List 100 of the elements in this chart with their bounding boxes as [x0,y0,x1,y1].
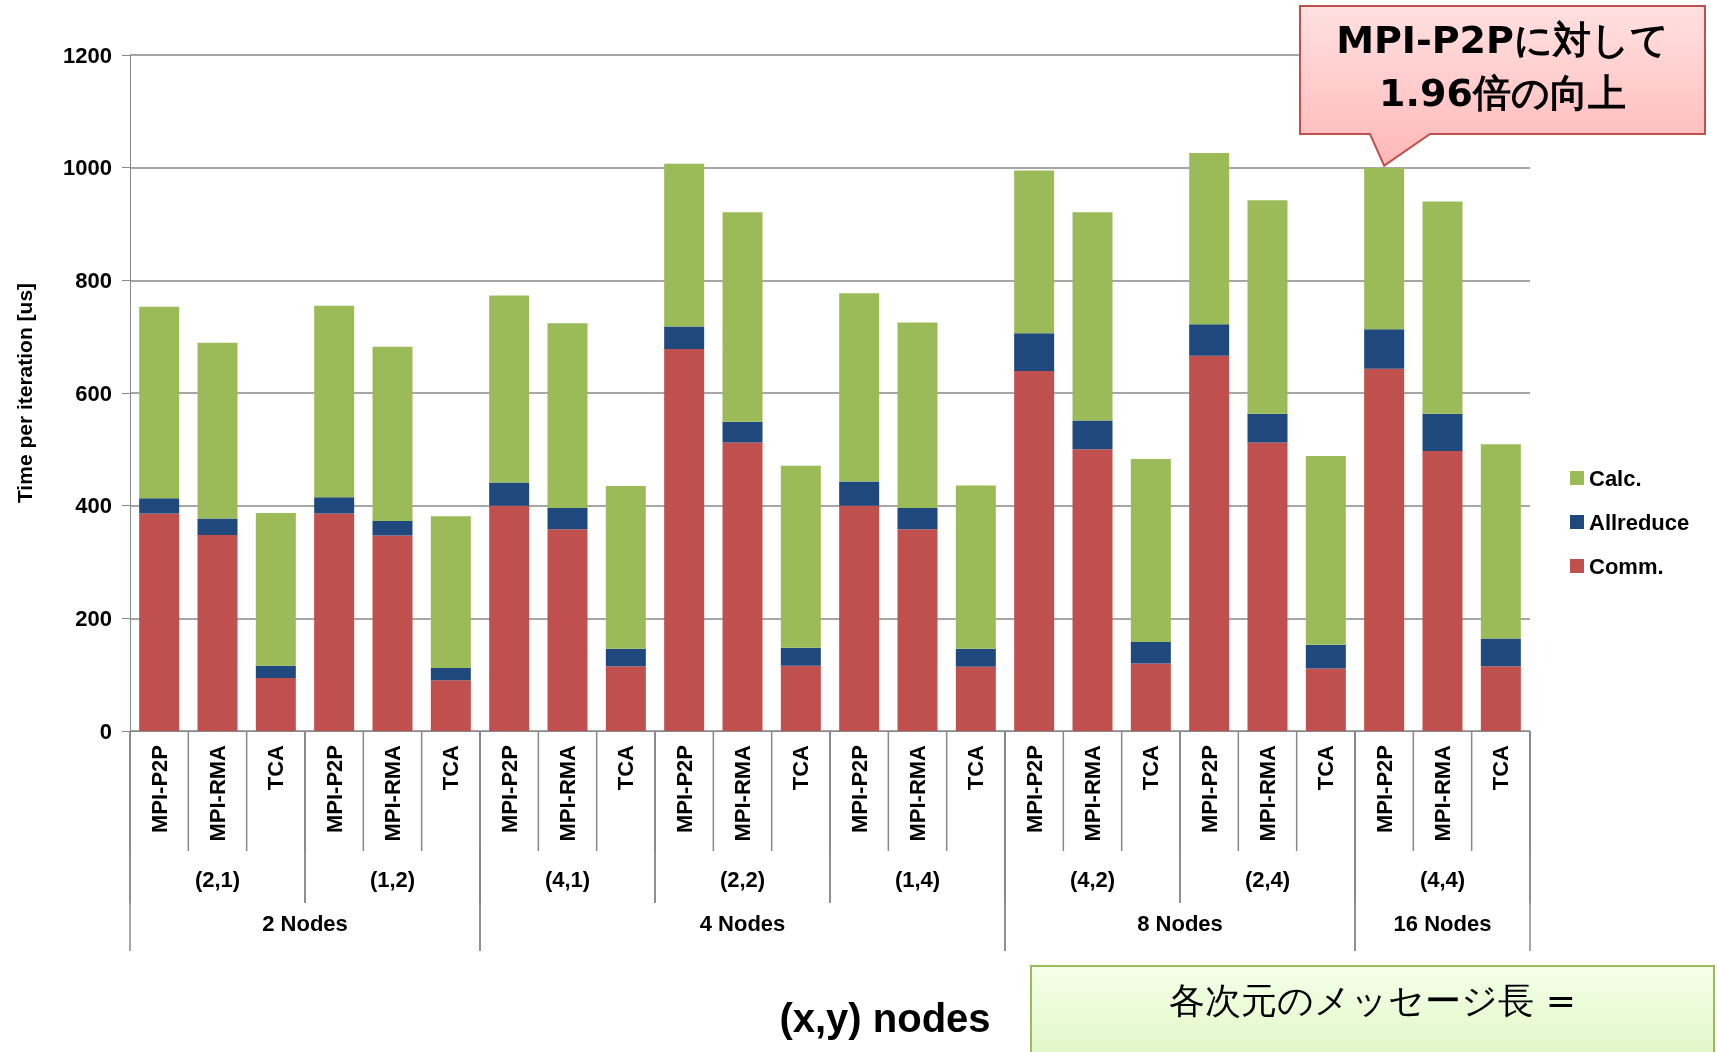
bar [255,512,296,666]
bar [1305,456,1346,645]
bar [372,520,413,536]
x-tick-label: MPI-RMA [1430,744,1455,842]
text: 8 Nodes [1137,910,1223,936]
text: 16 Nodes [1393,910,1492,936]
text: (1,2) [369,866,416,892]
bar [839,481,880,506]
bar [372,346,413,521]
x-tick-label: TCA [1138,744,1164,791]
x-tick-label: MPI-P2P [496,745,522,834]
x-tick-label: MPI-P2P [1021,745,1047,834]
bar [722,421,763,443]
text: (2,2) [719,866,766,892]
bar [1189,153,1230,325]
y-tick-label: 800 [75,267,112,293]
bar [314,305,355,498]
bar [780,665,821,731]
bar [139,513,180,731]
bar [1072,420,1113,450]
legend-label: Comm. [1589,553,1664,579]
bar [547,507,588,530]
x-tick-label: MPI-P2P [1196,745,1222,834]
y-tick-label: 1000 [63,155,112,181]
bar [197,534,238,731]
bar [722,212,763,422]
bar [1014,170,1055,334]
bar [1364,329,1405,369]
text: 4 Nodes [699,910,786,936]
bar [1305,668,1346,731]
bar [897,507,938,530]
x-tick-label: MPI-RMA [1255,744,1280,842]
bar [605,485,646,649]
legend-label: Allreduce [1589,509,1690,535]
text: 各次元のメッセージ長 = [1030,965,1715,1052]
x-tick-label: MPI-P2P [321,745,347,834]
bar [1072,449,1113,731]
bar [1422,451,1463,731]
bar [430,680,471,731]
bar [1305,644,1346,669]
x-axis-title: (x,y) nodes [778,996,992,1041]
bar [489,505,530,731]
text: (2,1) [194,866,241,892]
legend-label: Calc. [1589,465,1642,491]
x-tick-label: MPI-P2P [146,745,172,834]
bar [255,665,296,679]
bar [255,678,296,731]
x-tick-label: TCA [438,744,464,791]
x-tick-label: TCA [963,744,989,791]
bar [139,306,180,499]
bar [839,293,880,482]
x-tick-label: MPI-P2P [671,745,697,834]
bar [780,647,821,666]
text: (1,4) [894,866,941,892]
bar [489,295,530,483]
bar [197,342,238,519]
bar [1130,458,1171,642]
text: 2 Nodes [262,910,348,936]
bar [314,497,355,514]
x-tick-label: MPI-RMA [1080,744,1105,842]
bar [897,322,938,508]
bar [664,163,705,327]
bar [547,529,588,731]
annotation: MPI-P2Pに対して1.96倍の向上 [1335,17,1670,118]
bar [1247,200,1288,414]
bar [1014,333,1055,372]
y-axis-title: Time per iteration [us] [13,282,36,504]
bar [1480,666,1521,731]
x-tick-label: MPI-RMA [730,744,755,842]
x-tick-label: TCA [1313,744,1339,791]
bar [897,529,938,731]
bar [1014,371,1055,731]
bar [605,648,646,667]
bar [1130,641,1171,664]
bar [197,518,238,535]
bar [722,442,763,731]
bar [780,465,821,648]
bar [1130,663,1171,731]
bar [1480,444,1521,639]
bar [547,323,588,508]
x-tick-label: TCA [263,744,289,791]
bar [839,505,880,731]
bar [664,349,705,731]
y-tick-label: 1200 [63,42,112,68]
x-tick-label: MPI-RMA [555,744,580,842]
bar [1189,355,1230,731]
y-tick-label: 200 [75,605,112,631]
bar [955,648,996,667]
x-tick-label: TCA [788,744,814,791]
bar [314,513,355,731]
bar [1247,413,1288,443]
bar [430,516,471,668]
bar [1364,368,1405,731]
x-tick-label: MPI-RMA [905,744,930,842]
bar [1422,413,1463,452]
bar [1364,167,1405,330]
x-tick-label: TCA [613,744,639,791]
x-tick-label: MPI-RMA [380,744,405,842]
bar [1422,201,1463,414]
bar [489,482,530,506]
